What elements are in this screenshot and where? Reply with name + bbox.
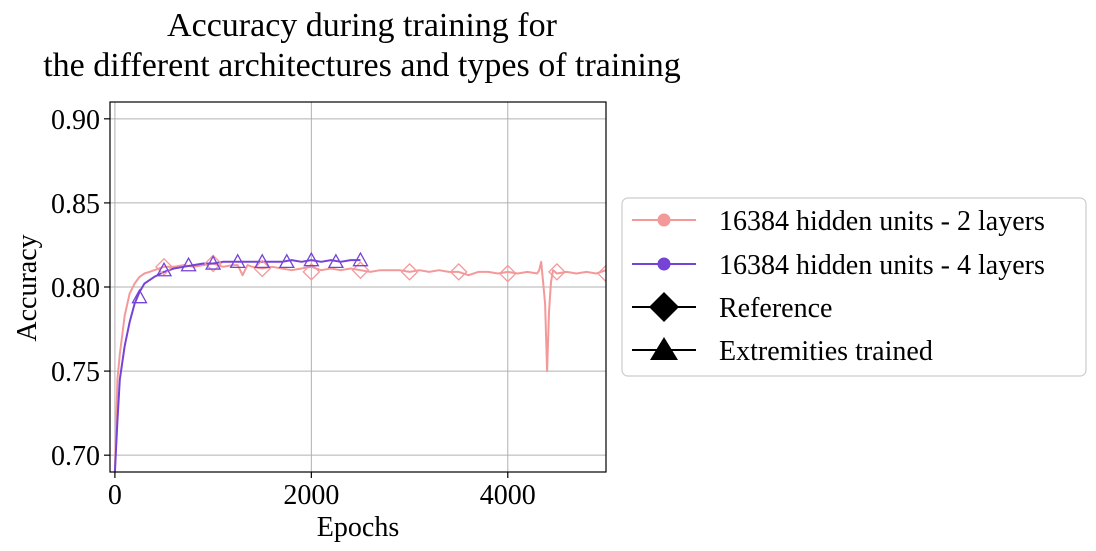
chart-title-line-1: Accuracy during training for <box>167 7 558 44</box>
y-tick-label: 0.80 <box>51 273 100 304</box>
legend: 16384 hidden units - 2 layers 16384 hidde… <box>621 197 1087 377</box>
diamond-marker <box>253 259 272 278</box>
y-tick-label: 0.70 <box>51 441 100 472</box>
x-tick-label: 4000 <box>480 480 536 511</box>
legend-frame <box>621 197 1087 377</box>
triangle-marker <box>155 261 173 277</box>
series-group <box>113 251 606 472</box>
legend-label: 16384 hidden units - 2 layers <box>719 206 1045 237</box>
diamond-marker <box>597 264 606 283</box>
legend-marker-triangle <box>650 337 678 360</box>
y-tick-label: 0.75 <box>51 357 100 388</box>
legend-marker-circle <box>657 257 671 271</box>
chart-title: Accuracy during training for the differe… <box>43 7 681 84</box>
legend-marker-diamond <box>649 292 679 322</box>
triangle-marker <box>303 251 320 267</box>
triangle-marker <box>180 256 197 272</box>
y-tick-label: 0.90 <box>51 105 100 136</box>
x-axis-label: Epochs <box>317 512 399 543</box>
x-tick-label: 2000 <box>283 480 339 511</box>
triangle-marker <box>327 253 345 269</box>
legend-label: Extremities trained <box>719 336 933 367</box>
legend-marker-circle <box>657 213 671 227</box>
diamond-marker <box>351 261 370 280</box>
diamond-marker <box>302 262 321 281</box>
diamond-marker <box>449 262 468 281</box>
diamond-marker <box>547 262 566 281</box>
series-line-2 <box>113 259 361 472</box>
diamond-marker <box>400 262 419 281</box>
legend-label: 16384 hidden units - 4 layers <box>719 250 1045 281</box>
triangle-marker <box>278 253 295 269</box>
chart-title-line-2: the different architectures and types of… <box>43 47 681 84</box>
triangle-marker <box>205 255 222 270</box>
y-tick-label: 0.85 <box>51 189 100 220</box>
triangle-marker <box>352 251 369 267</box>
plot-area: 0 2000 4000 0.70 0.75 0.80 0.85 0.90 <box>51 101 607 511</box>
diamond-marker <box>204 254 223 273</box>
triangle-marker <box>229 253 246 269</box>
series-line-1 <box>113 260 606 472</box>
legend-label: Reference <box>719 293 832 324</box>
triangle-marker <box>131 288 148 304</box>
x-tick-label: 0 <box>108 480 122 511</box>
diamond-marker <box>155 257 173 276</box>
triangle-marker <box>254 253 271 269</box>
diamond-marker <box>498 264 517 283</box>
y-axis-label: Accuracy <box>12 234 43 341</box>
